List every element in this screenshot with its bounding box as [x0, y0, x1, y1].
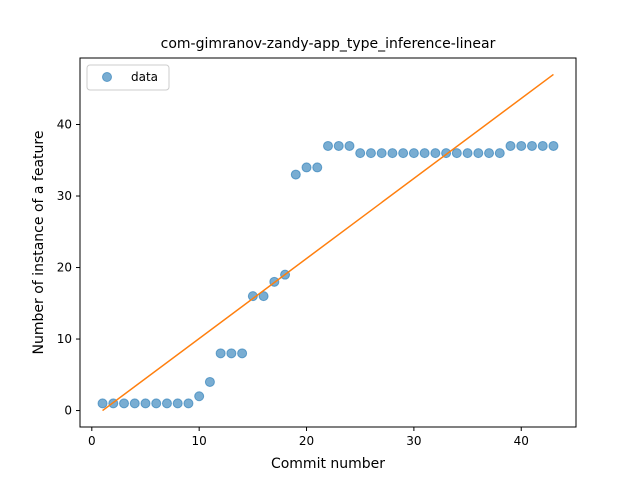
data-point: [312, 162, 323, 173]
data-point: [505, 140, 516, 151]
data-point: [419, 148, 430, 159]
data-point: [548, 140, 559, 151]
data-point: [355, 148, 366, 159]
data-point: [344, 140, 355, 151]
legend-label-data: data: [131, 70, 158, 84]
x-tick-label: 40: [514, 434, 529, 448]
x-axis-label: Commit number: [271, 456, 385, 472]
data-point: [215, 348, 226, 359]
x-tick-label: 0: [88, 434, 96, 448]
data-point: [290, 169, 301, 180]
data-point: [451, 148, 462, 159]
data-point: [537, 140, 548, 151]
data-point: [129, 398, 140, 409]
data-point: [494, 148, 505, 159]
y-tick-label: 30: [57, 189, 72, 203]
chart-title: com-gimranov-zandy-app_type_inference-li…: [161, 36, 496, 52]
x-axis: 0 10 20 30 40: [88, 427, 529, 448]
legend: data: [86, 64, 170, 91]
y-tick-label: 40: [57, 118, 72, 132]
axes-frame: [79, 57, 577, 428]
y-axis: 0 10 20 30 40: [57, 118, 80, 418]
plot-area: [97, 73, 559, 412]
legend-marker: [102, 72, 112, 82]
x-tick-label: 10: [192, 434, 207, 448]
data-point: [484, 148, 495, 159]
data-point: [387, 148, 398, 159]
data-point: [516, 140, 527, 151]
y-tick-label: 10: [57, 332, 72, 346]
y-tick-label: 0: [64, 404, 72, 418]
data-point: [258, 291, 269, 302]
data-point: [204, 376, 215, 387]
x-tick-label: 30: [406, 434, 421, 448]
linear-fit-line: [102, 73, 554, 412]
data-point: [97, 398, 108, 409]
data-point: [430, 148, 441, 159]
data-point: [333, 140, 344, 151]
data-point: [398, 148, 409, 159]
data-point: [526, 140, 537, 151]
y-axis-label: Number of instance of a feature: [31, 131, 47, 355]
data-point: [301, 162, 312, 173]
data-point: [194, 391, 205, 402]
data-point: [376, 148, 387, 159]
legend-box: [86, 64, 170, 91]
data-point: [247, 291, 258, 302]
data-point: [365, 148, 376, 159]
x-tick-label: 20: [299, 434, 314, 448]
y-tick-label: 20: [57, 261, 72, 275]
data-point: [140, 398, 151, 409]
data-point: [226, 348, 237, 359]
data-point: [323, 140, 333, 151]
data-point: [462, 148, 473, 159]
data-point: [408, 148, 419, 159]
data-point: [183, 398, 194, 409]
data-point: [151, 398, 162, 409]
data-point: [119, 398, 130, 409]
data-point: [473, 148, 484, 159]
data-point: [161, 398, 172, 409]
data-point: [172, 398, 183, 409]
data-point: [237, 348, 248, 359]
